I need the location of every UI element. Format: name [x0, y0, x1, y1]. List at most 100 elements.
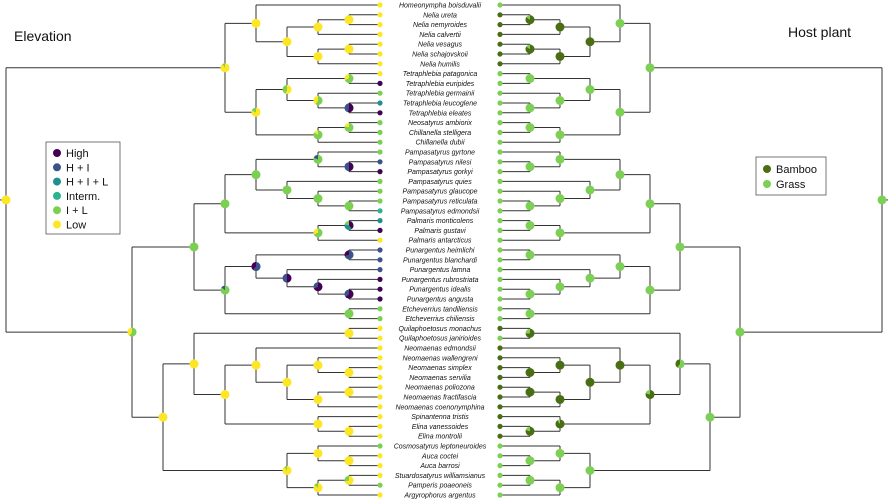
right-node-pie-RN2-slice	[555, 51, 565, 61]
left-tip-marker	[377, 247, 383, 253]
right-tip-marker	[497, 198, 503, 204]
taxon-label: Neomaenas wallengreni	[402, 355, 478, 362]
taxon-label: Neomaenas coenonymphina	[395, 404, 484, 411]
left-node-pie-Tet	[282, 85, 292, 95]
right-node-pie-RNm5	[525, 387, 535, 397]
left-node-pie-Ph	[344, 221, 354, 230]
right-node-pie-RN	[585, 37, 595, 47]
left-node-pie-Root	[1, 195, 11, 205]
left-node-pie-B-slice-0	[129, 327, 137, 337]
taxon-label: Etcheverrius chiliensis	[405, 316, 475, 323]
right-node-pie-RN2	[555, 51, 565, 61]
left-node-pie-Ph-slice-2	[344, 221, 349, 226]
right-node-pie-RNm4	[555, 394, 565, 404]
right-node-pie-RA1	[615, 18, 625, 28]
right-tip-marker	[497, 100, 503, 106]
taxon-label: Pampasatyrus gorkyi	[407, 169, 473, 176]
left-node-pie-Pb	[313, 228, 323, 238]
left-node-pie-E-slice	[313, 419, 323, 429]
left-node-pie-Root-slice	[1, 195, 11, 205]
right-node-pie-REt-slice	[525, 309, 535, 319]
left-node-pie-Pu2	[344, 250, 354, 260]
left-node-pie-Pu1-slice-0	[253, 262, 261, 272]
right-node-pie-RQ	[525, 328, 535, 338]
legend-swatch-grass	[763, 180, 771, 188]
right-node-pie-RB4	[585, 466, 595, 475]
right-node-pie-RPu2	[525, 250, 535, 260]
right-tip-marker	[497, 267, 503, 273]
left-tip-marker	[377, 90, 383, 96]
left-node-pie-Nm	[251, 360, 261, 370]
right-node-pie-RNm5-slice	[525, 387, 535, 397]
right-node-pie-RT2a	[525, 103, 535, 113]
left-node-pie-Nm5	[344, 387, 354, 397]
taxon-label: Elina montrolii	[418, 434, 462, 441]
taxon-label: Auca coctei	[421, 453, 459, 460]
left-tip-marker	[377, 159, 383, 165]
taxon-label: Palmaris monticolens	[407, 218, 474, 225]
right-node-pie-RNm1-slice	[585, 377, 595, 387]
right-node-pie-RPc	[555, 154, 565, 164]
right-node-pie-RE1-slice-1	[525, 426, 530, 432]
left-node-pie-Nel-slice	[282, 37, 292, 47]
right-node-pie-RB4-slice	[585, 466, 595, 475]
right-node-pie-RPu-slice	[645, 285, 655, 295]
left-tip-marker	[377, 335, 383, 341]
taxon-label: Palmaris antarcticus	[408, 238, 472, 245]
left-node-pie-St1-slice-1	[344, 475, 349, 482]
right-node-pie-RPu5-slice	[525, 289, 535, 299]
right-node-pie-RSt	[555, 483, 565, 493]
right-tip-marker	[497, 394, 503, 400]
right-tip-marker	[497, 414, 503, 420]
right-tip-marker	[497, 139, 503, 145]
taxon-label: Punargentus angusta	[407, 297, 474, 304]
left-node-pie-Pu	[220, 285, 230, 295]
left-node-pie-Tet-slice-0	[285, 85, 292, 95]
taxon-label: Nelia schajovskoii	[412, 52, 468, 59]
right-tip-marker	[497, 188, 503, 194]
right-node-pie-RPu3	[585, 273, 595, 283]
left-node-pie-Pd	[282, 185, 292, 195]
taxon-label: Tetraphlebia eleates	[409, 110, 472, 117]
left-tip-marker	[377, 414, 383, 420]
elevation-title: Elevation	[14, 28, 72, 44]
left-node-pie-B	[127, 327, 137, 337]
taxon-label: Neomaenas servilia	[409, 375, 471, 382]
left-node-pie-St	[313, 483, 323, 493]
taxon-label: Punargentus lamna	[410, 267, 471, 274]
left-node-pie-Nm4-slice	[313, 394, 323, 404]
left-node-pie-Pg-slice	[344, 201, 354, 211]
right-tip-marker	[497, 276, 503, 282]
left-node-pie-C1	[344, 123, 354, 132]
left-tip-marker	[377, 443, 383, 449]
right-tip-marker	[497, 227, 503, 233]
left-node-pie-B4-slice-0	[282, 466, 292, 475]
left-tip-marker	[377, 267, 383, 273]
left-tip-marker	[377, 286, 383, 292]
left-tip-marker	[377, 208, 383, 214]
left-node-pie-Pe-slice-1	[344, 162, 349, 172]
right-node-pie-RT2-slice	[555, 96, 565, 106]
left-node-pie-Pu4	[313, 282, 323, 292]
left-tip-marker	[377, 31, 383, 37]
right-node-pie-RNm4-slice	[555, 394, 565, 404]
right-node-pie-RT2	[555, 96, 565, 106]
right-tip-marker	[497, 41, 503, 47]
right-node-pie-RE	[555, 419, 565, 429]
right-node-pie-RA-slice	[645, 63, 655, 73]
left-node-pie-N1a	[344, 15, 354, 25]
left-node-pie-N2-slice	[313, 51, 323, 61]
left-node-pie-Pe	[344, 162, 354, 172]
left-tip-marker	[377, 423, 383, 429]
right-tip-marker	[497, 463, 503, 469]
right-node-pie-RPa	[615, 170, 625, 180]
left-node-pie-Pu1-slice-1	[251, 262, 256, 271]
left-tip-marker	[377, 472, 383, 478]
taxon-label: Tetraphlebia patagonica	[403, 71, 478, 78]
taxon-label: Spinantenna tristis	[411, 414, 469, 421]
left-node-pie-Au1	[344, 456, 354, 466]
right-node-pie-RA	[645, 63, 655, 73]
left-node-pie-Nm1	[282, 377, 292, 387]
elevation-legend-box	[45, 141, 121, 235]
